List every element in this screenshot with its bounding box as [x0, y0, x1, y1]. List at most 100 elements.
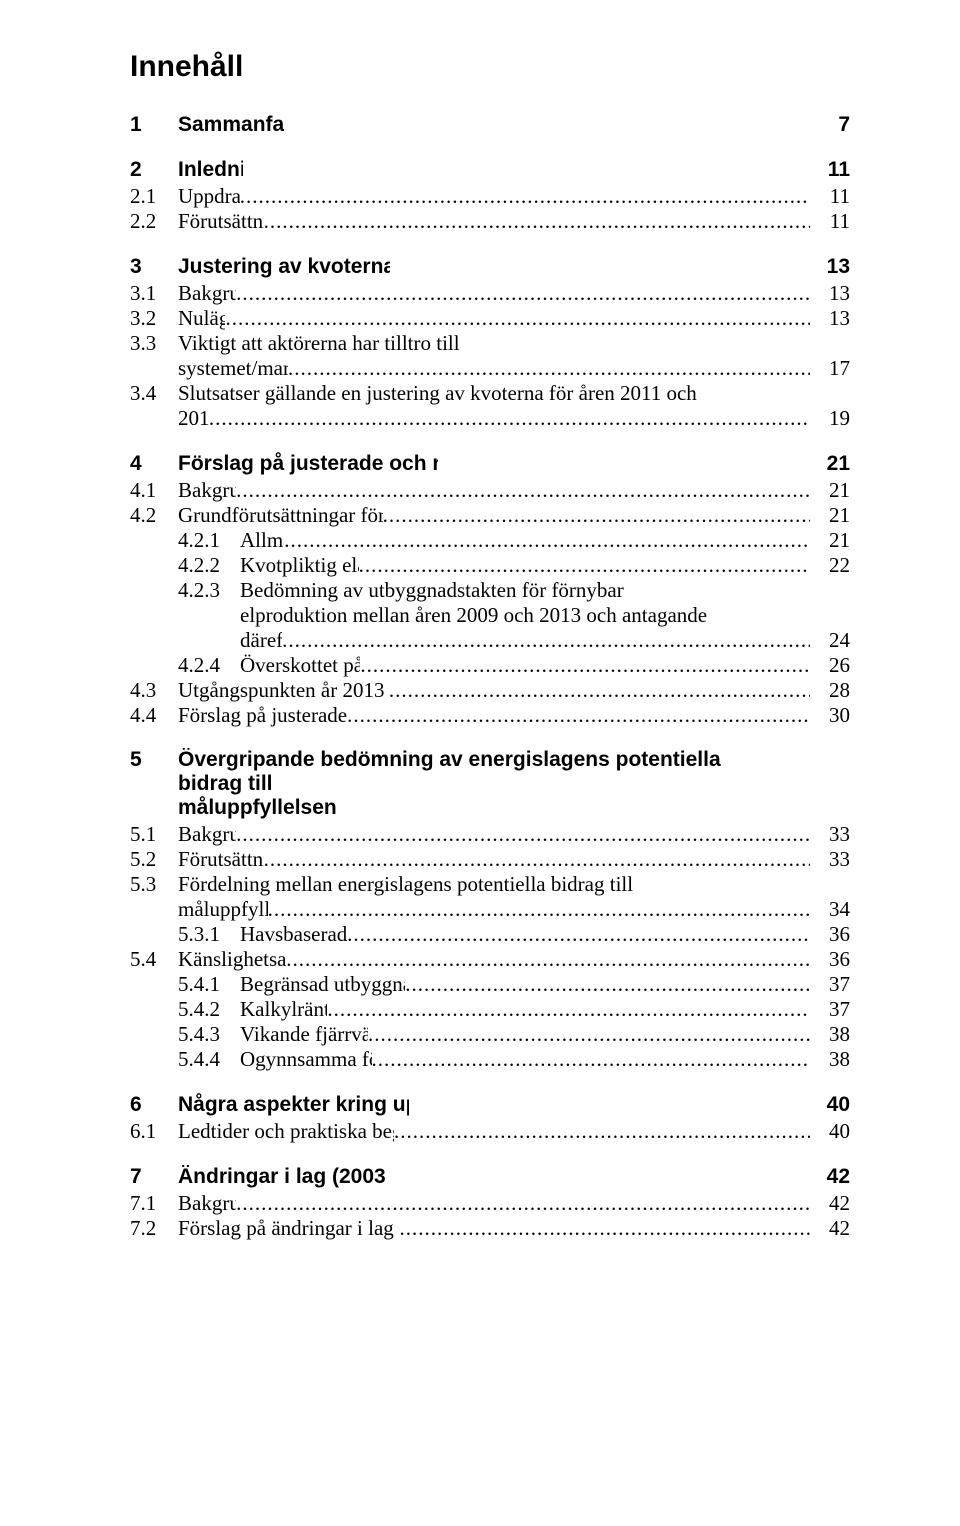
toc-page: 42: [810, 1165, 850, 1189]
toc-number: 4.2.2: [178, 553, 240, 578]
toc-leader: [236, 1191, 810, 1216]
toc-label: Kalkylränta 12 %: [240, 997, 327, 1022]
toc-label: Nuläget: [178, 306, 225, 331]
toc-number: 3.4: [130, 381, 178, 406]
toc-number: 6.1: [130, 1119, 178, 1144]
toc-label: Vikande fjärrvärmeunderlag: [240, 1022, 368, 1047]
toc-leader: [394, 1119, 810, 1144]
toc-page: 21: [810, 528, 850, 553]
toc-entry: 3.1Bakgrund 13: [130, 281, 850, 306]
toc-entry: 5Övergripande bedömning av energislagens…: [130, 748, 850, 820]
page-title: Innehåll: [130, 50, 850, 84]
toc-page: 19: [810, 406, 850, 431]
toc-leader: [389, 678, 810, 703]
toc-page: 13: [810, 255, 850, 279]
toc-leader: [347, 703, 810, 728]
toc-entry-cont: därefter24: [130, 628, 850, 653]
toc-number: 5.4.3: [178, 1022, 240, 1047]
toc-entry: 5.1Bakgrund33: [130, 822, 850, 847]
toc-entry: 5.4Känslighetsanalyser 36: [130, 947, 850, 972]
toc-page: 36: [810, 947, 850, 972]
toc-entry: 7.1Bakgrund 42: [130, 1191, 850, 1216]
toc-page: 33: [810, 822, 850, 847]
toc-entry: 4.2.1Allmänt 21: [130, 528, 850, 553]
toc-page: 13: [810, 281, 850, 306]
toc-number: 6: [130, 1093, 178, 1117]
toc-label: Förslag på ändringar i lag (2003:113) om…: [178, 1216, 400, 1241]
toc-label: Bakgrund: [178, 281, 236, 306]
toc-number: 5.4.4: [178, 1047, 240, 1072]
toc-label: Ogynnsamma förutsättningar: [240, 1047, 372, 1072]
toc-leader: [268, 897, 810, 922]
toc-label: Överskottet på elcertifikat: [240, 653, 360, 678]
toc-page: 38: [810, 1022, 850, 1047]
toc-label: Förutsättningar: [178, 209, 264, 234]
toc-leader: [368, 1022, 810, 1047]
toc-page: 38: [810, 1047, 850, 1072]
toc-page: 7: [810, 113, 850, 137]
toc-label: Känslighetsanalyser: [178, 947, 286, 972]
toc-label: Inledning: [178, 158, 243, 182]
toc-leader: [405, 972, 810, 997]
toc-entry: 5.4.1Begränsad utbyggnadstakt för vindkr…: [130, 972, 850, 997]
toc-page: 37: [810, 972, 850, 997]
toc-page: 33: [810, 847, 850, 872]
toc-page: 11: [810, 209, 850, 234]
toc-label: därefter: [240, 628, 282, 653]
toc-entry: 4.2Grundförutsättningar för att faststäl…: [130, 503, 850, 528]
toc-entry: 5.4.3Vikande fjärrvärmeunderlag 38: [130, 1022, 850, 1047]
toc-number: 5.4.1: [178, 972, 240, 997]
toc-page: 17: [810, 356, 850, 381]
toc-number: 4.2: [130, 503, 178, 528]
toc-entry: 5.4.4Ogynnsamma förutsättningar 38: [130, 1047, 850, 1072]
toc-label: Övergripande bedömning av energislagens …: [178, 748, 850, 772]
toc-label: Förutsättningar: [178, 847, 264, 872]
toc-page: 37: [810, 997, 850, 1022]
toc-entry: 5.2Förutsättningar 33: [130, 847, 850, 872]
toc-page: 40: [810, 1093, 850, 1117]
toc-entry: 7.2Förslag på ändringar i lag (2003:113)…: [130, 1216, 850, 1241]
toc-entry: 1Sammanfattning 7: [130, 112, 850, 137]
toc-entry: 4.3Utgångspunkten år 2013 för att förslå…: [130, 678, 850, 703]
toc-entry-cont: måluppfyllelsen34: [130, 897, 850, 922]
toc-number: 4.2.4: [178, 653, 240, 678]
toc-page: 30: [810, 703, 850, 728]
toc-entry-cont: systemet/marknaden17: [130, 356, 850, 381]
toc-number: 7: [130, 1165, 178, 1189]
toc-number: 4.2.3: [178, 578, 240, 603]
toc-page: 21: [810, 478, 850, 503]
toc-number: 7.1: [130, 1191, 178, 1216]
toc-label: Utgångspunkten år 2013 för att förslå ny…: [178, 678, 389, 703]
toc-page: 13: [810, 306, 850, 331]
toc-number: 1: [130, 113, 178, 137]
toc-page: 40: [810, 1119, 850, 1144]
toc-number: 4.1: [130, 478, 178, 503]
toc-number: 4.2.1: [178, 528, 240, 553]
toc-leader: [225, 306, 810, 331]
toc-entry: 4.2.4Överskottet på elcertifikat26: [130, 653, 850, 678]
toc-label: Fördelning mellan energislagens potentie…: [178, 872, 633, 897]
toc-page: 42: [810, 1191, 850, 1216]
toc-label: bidrag till måluppfyllelsen: [178, 772, 413, 820]
toc-label: Allmänt: [240, 528, 284, 553]
toc-number: 3.1: [130, 281, 178, 306]
toc-number: 4: [130, 452, 178, 476]
toc-page: 11: [810, 184, 850, 209]
toc-leader: [284, 528, 810, 553]
toc-label: Sammanfattning: [178, 113, 284, 137]
toc-leader: [236, 822, 810, 847]
toc-leader: [288, 356, 810, 381]
toc-label: Bakgrund: [178, 822, 236, 847]
toc-leader: [209, 406, 810, 431]
toc-label: Bakgrund: [178, 1191, 236, 1216]
toc-label: Kvotpliktig elanvändning: [240, 553, 359, 578]
toc-entry: 6Några aspekter kring uppfyllandet av ny…: [130, 1092, 850, 1117]
toc-entry-cont: elproduktion mellan åren 2009 och 2013 o…: [130, 603, 850, 628]
toc-number: 5.4: [130, 947, 178, 972]
toc-entry: 4Förslag på justerade och nya kvoter i e…: [130, 451, 850, 476]
toc-leader: [372, 1047, 811, 1072]
toc-entry: 5.4.2Kalkylränta 12 %37: [130, 997, 850, 1022]
toc-number: 3.3: [130, 331, 178, 356]
toc-entry: 2.2Förutsättningar11: [130, 209, 850, 234]
toc-number: 5.2: [130, 847, 178, 872]
